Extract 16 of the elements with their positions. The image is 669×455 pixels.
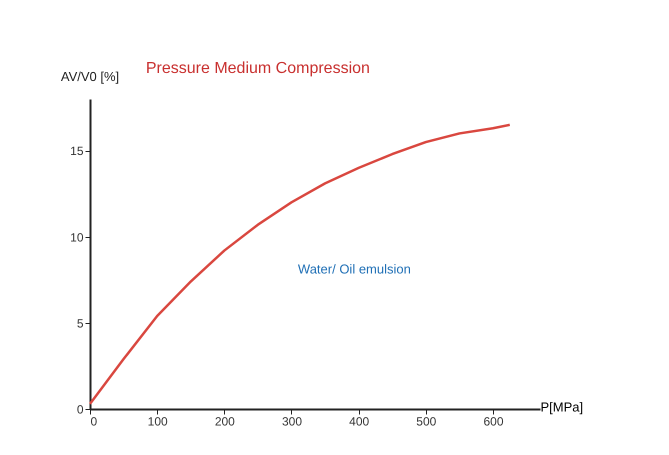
x-tick-label: 300: [282, 414, 302, 428]
x-tick-label: 500: [416, 414, 437, 428]
line-series: [88, 124, 512, 406]
x-tick-label: 100: [148, 414, 168, 428]
x-tick-label: 600: [483, 414, 504, 428]
chart-title: Pressure Medium Compression: [146, 60, 370, 77]
x-tick-label: 400: [349, 414, 370, 428]
y-tick-label: 5: [76, 316, 84, 330]
y-tick-label: 0: [76, 402, 84, 416]
y-tick-label: 15: [70, 144, 84, 158]
x-tick-label: 200: [214, 414, 236, 428]
y-tick-label: 10: [70, 230, 84, 244]
x-tick-label: 0: [90, 414, 98, 428]
x-axis-title: P[MPa]: [540, 400, 584, 414]
y-axis-title: AV/V0 [%]: [60, 69, 120, 84]
text: Water/ Oil emulsion: [298, 262, 411, 277]
